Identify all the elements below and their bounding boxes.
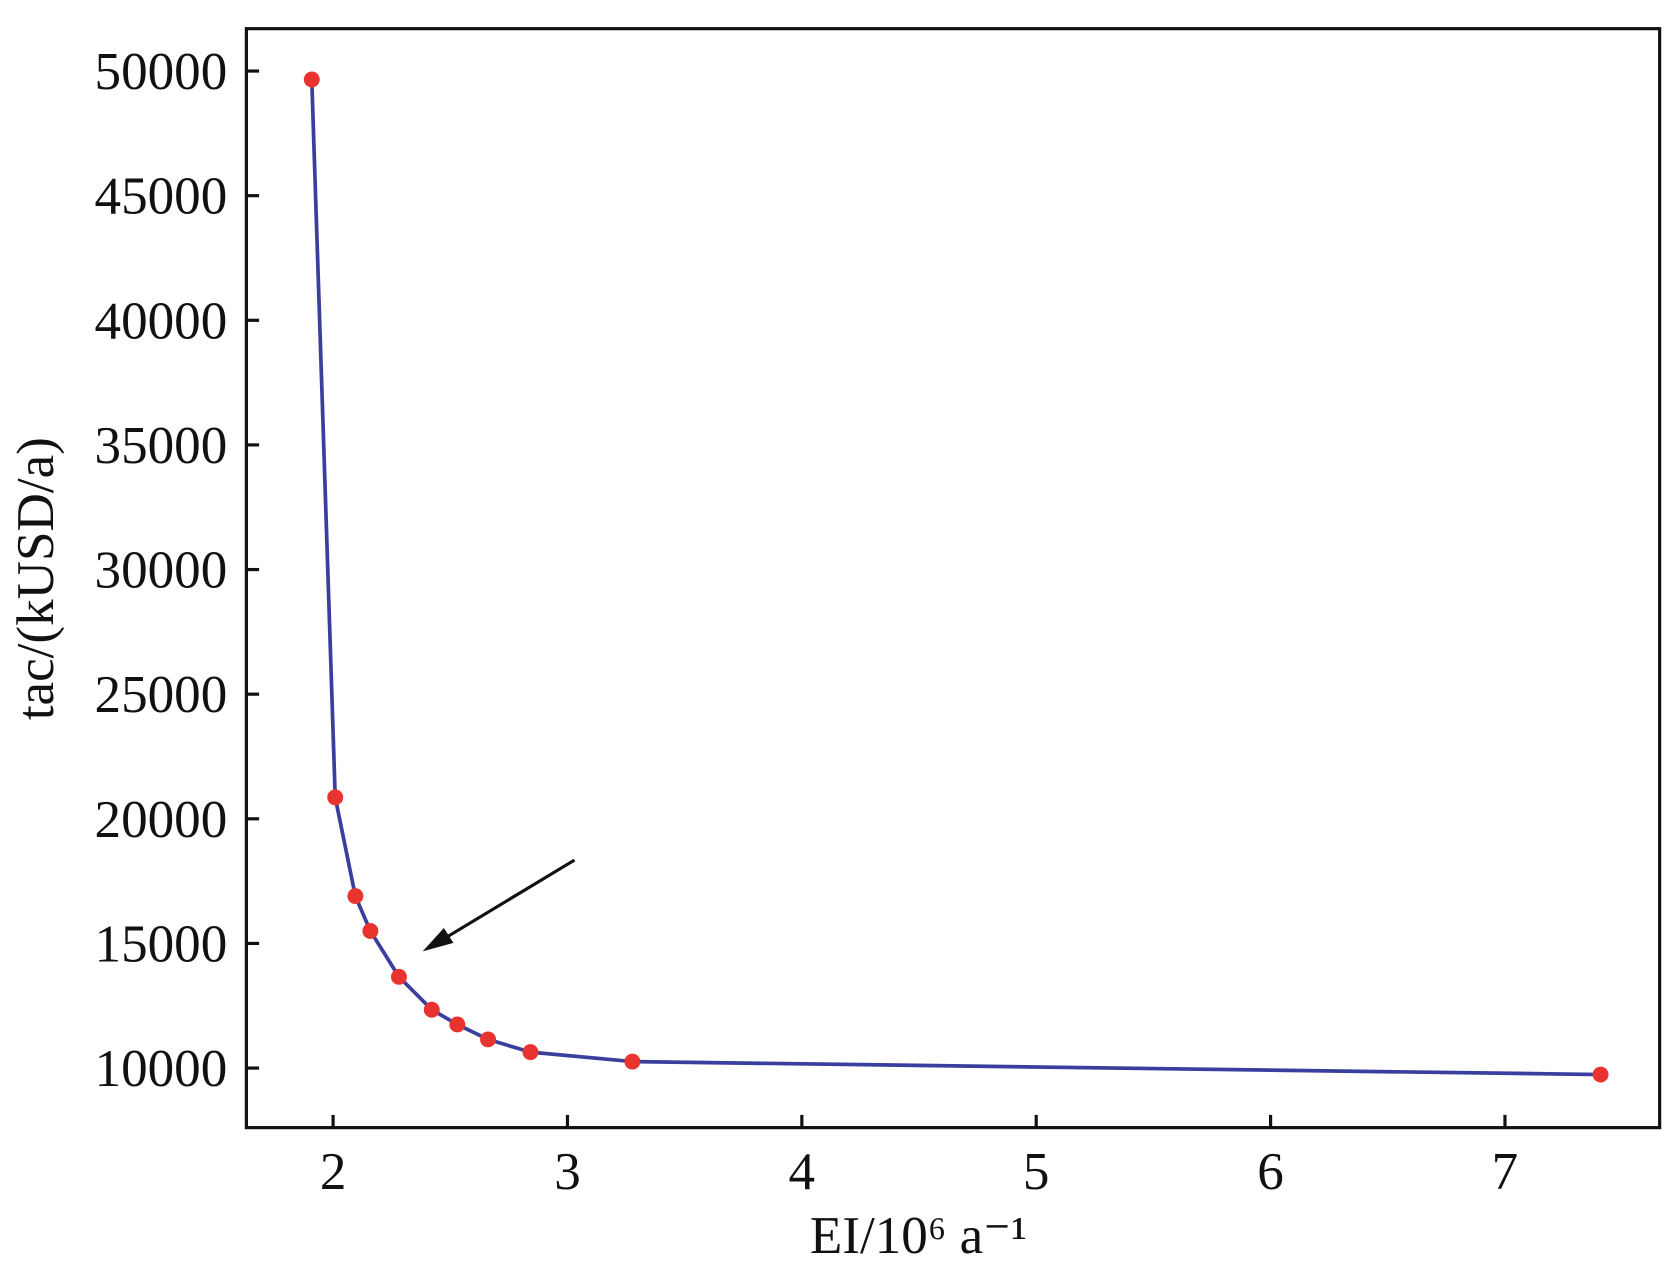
data-point — [1592, 1066, 1609, 1083]
data-line — [309, 79, 1601, 1077]
y-tick-label: 15000 — [95, 915, 228, 973]
x-axis-label: EI/10⁶ a⁻¹ — [810, 1207, 1027, 1265]
annotation-arrow — [434, 858, 576, 946]
y-tick-label: 25000 — [95, 666, 228, 724]
data-point — [423, 1001, 440, 1018]
data-point — [624, 1053, 641, 1070]
y-tick-label: 50000 — [95, 43, 228, 101]
x-tick-label: 6 — [1257, 1143, 1284, 1201]
x-tick-label: 2 — [320, 1143, 347, 1201]
y-tick-label: 30000 — [95, 542, 228, 600]
x-tick-label: 3 — [554, 1143, 581, 1201]
y-tick-label: 10000 — [95, 1040, 228, 1098]
data-point — [362, 923, 379, 939]
x-tick-label: 5 — [1023, 1143, 1050, 1201]
data-point — [303, 71, 320, 88]
y-tick-label: 20000 — [95, 791, 228, 849]
x-tick-label: 4 — [789, 1143, 816, 1201]
data-point — [449, 1016, 466, 1033]
data-point — [522, 1044, 539, 1061]
data-point — [327, 789, 344, 806]
data-point — [347, 888, 364, 905]
y-tick-label: 45000 — [95, 168, 228, 226]
data-point — [390, 968, 407, 985]
y-tick-label: 35000 — [95, 417, 228, 475]
plot-frame — [244, 27, 1662, 1130]
data-point — [480, 1031, 496, 1048]
x-tick-label: 7 — [1492, 1143, 1519, 1201]
arrow-head — [422, 928, 454, 952]
y-tick-label: 40000 — [95, 292, 228, 350]
y-axis-label: tac/(kUSD/a) — [7, 437, 65, 720]
